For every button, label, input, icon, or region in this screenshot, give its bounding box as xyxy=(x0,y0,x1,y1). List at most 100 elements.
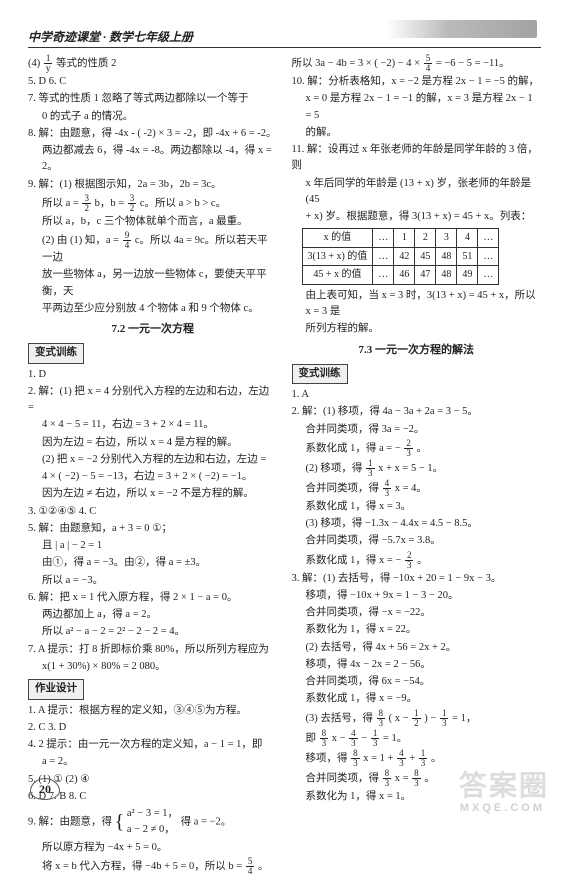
line: 合并同类项，得 −5.7x = 3.8。 xyxy=(292,533,542,549)
line: 的解。 xyxy=(292,125,542,141)
line: 系数化成 1，得 x = −9。 xyxy=(292,691,542,707)
line: 5. (1) ① (2) ④ xyxy=(28,772,278,788)
watermark-main: 答案圈 xyxy=(459,764,549,804)
line: 由①，得 a = −3。由②，得 a = ±3。 xyxy=(28,555,278,571)
line: 合并同类项，得 −x = −22。 xyxy=(292,605,542,621)
table-row: 45 + x 的值 … 46 47 48 49 … xyxy=(302,266,499,285)
line: 所以 a，b，c 三个物体就单个而言，a 最重。 xyxy=(28,214,278,230)
line: 系数化成 1，得 x = − 23 。 xyxy=(292,551,542,570)
line: 且 | a | − 2 = 1 xyxy=(28,538,278,554)
table-cell: 2 xyxy=(415,229,436,248)
line: 7. A 提示：打 8 折即标价乘 80%，所以所列方程应为 xyxy=(28,642,278,658)
line: 2. 解：(1) 把 x = 4 分别代入方程的左边和右边，左边 = xyxy=(28,384,278,417)
table-cell: … xyxy=(373,247,394,266)
line: 移项，得 −10x + 9x = 1 − 3 − 20。 xyxy=(292,588,542,604)
table-cell: 3 xyxy=(436,229,457,248)
columns-wrap: (4) 1y 等式的性质 2 5. D 6. C 7. 等式的性质 1 忽略了等… xyxy=(28,54,541,774)
header-decoration xyxy=(387,20,537,38)
line: 1. A 提示：根据方程的定义知，③④⑤为方程。 xyxy=(28,703,278,719)
line: 所以 a = 32 b，b = 32 c。所以 a > b > c。 xyxy=(28,194,278,213)
line: 6. 解：把 x = 1 代入原方程，得 2 × 1 − a = 0。 xyxy=(28,590,278,606)
line: 所以 a² − a − 2 = 2² − 2 − 2 = 4。 xyxy=(28,624,278,640)
page-number: 20 xyxy=(30,778,60,800)
line: (3) 去括号，得 83 ( x − 12 ) − 13 = 1， xyxy=(292,709,542,728)
line: (4) 1y 等式的性质 2 xyxy=(28,54,278,73)
line: 4 × 4 − 5 = 11，右边 = 3 + 2 × 4 = 11。 xyxy=(28,417,278,433)
line: 两边都加上 a，得 a = 2。 xyxy=(28,607,278,623)
line: a = 2。 xyxy=(28,754,278,770)
table-cell: 1 xyxy=(394,229,415,248)
line: 所以 3a − 4b = 3 × ( −2) − 4 × 54 = −6 − 5… xyxy=(292,54,542,73)
line: 5. 解：由题意知，a + 3 = 0 ①； xyxy=(28,521,278,537)
line: 系数化成 1，得 x = 3。 xyxy=(292,499,542,515)
line: 4 × ( −2) − 5 = −13，右边 = 3 + 2 × ( −2) =… xyxy=(28,469,278,485)
watermark-sub: MXQE.COM xyxy=(460,802,545,814)
line: 2. C 3. D xyxy=(28,720,278,736)
line: x = 0 是方程 2x − 1 = −1 的解，x = 3 是方程 2x − … xyxy=(292,91,542,124)
page: 中学奇迹课堂 · 数学七年级上册 (4) 1y 等式的性质 2 5. D 6. … xyxy=(0,0,563,818)
line: x 年后同学的年龄是 (13 + x) 岁，张老师的年龄是 (45 xyxy=(292,176,542,209)
line: 1. A xyxy=(292,387,542,403)
line: 所以原方程为 −4x + 5 = 0。 xyxy=(28,840,278,856)
line: (2) 由 (1) 知，a = 94 c。所以 4a = 9c。所以若天平一边 xyxy=(28,231,278,266)
box-label-variant: 变式训练 xyxy=(28,343,84,363)
line: 因为左边 ≠ 右边，所以 x = −2 不是方程的解。 xyxy=(28,486,278,502)
table-cell: … xyxy=(478,229,499,248)
line: (2) 去括号，得 4x + 56 = 2x + 2。 xyxy=(292,640,542,656)
table-cell: x 的值 xyxy=(302,229,373,248)
section-title: 7.2 一元一次方程 xyxy=(28,321,278,338)
table-cell: … xyxy=(373,266,394,285)
line: + x) 岁。根据题意，得 3(13 + x) = 45 + x。列表： xyxy=(292,209,542,225)
line: (2) 移项，得 13 x + x = 5 − 1。 xyxy=(292,459,542,478)
line: 2. 解：(1) 移项，得 4a − 3a + 2a = 3 − 5。 xyxy=(292,404,542,420)
table-cell: 3(13 + x) 的值 xyxy=(302,247,373,266)
table-cell: 45 xyxy=(415,247,436,266)
box-label-homework: 作业设计 xyxy=(28,679,84,699)
line: (2) 把 x = −2 分别代入方程的左边和右边，左边 = xyxy=(28,452,278,468)
line: 1. D xyxy=(28,367,278,383)
left-brace-icon: { xyxy=(115,817,125,827)
line: 合并同类项，得 3a = −2。 xyxy=(292,422,542,438)
table-cell: 48 xyxy=(436,247,457,266)
line: 系数化成 1，得 a = − 23 。 xyxy=(292,439,542,458)
fraction: 1y xyxy=(44,54,53,73)
right-column: 所以 3a − 4b = 3 × ( −2) − 4 × 54 = −6 − 5… xyxy=(292,54,542,774)
line: 9. 解：由题意，得 { a² − 3 = 1， a − 2 ≠ 0， 得 a … xyxy=(28,806,278,839)
box-label-variant: 变式训练 xyxy=(292,364,348,384)
line: (3) 移项，得 −1.3x − 4.4x = 4.5 − 8.5。 xyxy=(292,516,542,532)
line: 由上表可知，当 x = 3 时，3(13 + x) = 45 + x，所以 x … xyxy=(292,288,542,321)
line: 6. D 7. B 8. C xyxy=(28,789,278,805)
line: 移项，得 4x − 2x = 2 − 56。 xyxy=(292,657,542,673)
line: 9. 解：(1) 根据图示知，2a = 3b，2b = 3c。 xyxy=(28,177,278,193)
line: x(1 + 30%) × 80% = 2 080。 xyxy=(28,659,278,675)
line: 将 x = b 代入方程，得 −4b + 5 = 0，所以 b = 54 。 xyxy=(28,857,278,876)
section-title: 7.3 一元一次方程的解法 xyxy=(292,342,542,359)
line: 4. 2 提示：由一元一次方程的定义知，a − 1 = 1，即 xyxy=(28,737,278,753)
table-row: 3(13 + x) 的值 … 42 45 48 51 … xyxy=(302,247,499,266)
line: 所以 a = −3。 xyxy=(28,573,278,589)
line: 即 83 x − 43 − 13 = 1。 xyxy=(292,729,542,748)
line: 放一些物体 a，另一边放一些物体 c，要使天平平衡，天 xyxy=(28,267,278,300)
table-row: x 的值 … 1 2 3 4 … xyxy=(302,229,499,248)
line: 因为左边 = 右边，所以 x = 4 是方程的解。 xyxy=(28,435,278,451)
table-cell: … xyxy=(478,266,499,285)
table-cell: 47 xyxy=(415,266,436,285)
table-cell: … xyxy=(478,247,499,266)
line: 合并同类项，得 6x = −54。 xyxy=(292,674,542,690)
line: 3. 解：(1) 去括号，得 −10x + 20 = 1 − 9x − 3。 xyxy=(292,571,542,587)
line: 两边都减去 6，得 -4x = -8。两边都除以 -4，得 x = 2。 xyxy=(28,143,278,176)
table-cell: 49 xyxy=(457,266,478,285)
line: 系数化为 1，得 x = 22。 xyxy=(292,622,542,638)
line: 5. D 6. C xyxy=(28,74,278,90)
value-table: x 的值 … 1 2 3 4 … 3(13 + x) 的值 … 42 45 48… xyxy=(302,228,500,285)
table-cell: 42 xyxy=(394,247,415,266)
line: 所列方程的解。 xyxy=(292,321,542,337)
left-column: (4) 1y 等式的性质 2 5. D 6. C 7. 等式的性质 1 忽略了等… xyxy=(28,54,278,774)
line: 3. ①②④⑤ 4. C xyxy=(28,504,278,520)
table-cell: 4 xyxy=(457,229,478,248)
table-cell: 51 xyxy=(457,247,478,266)
table-cell: 48 xyxy=(436,266,457,285)
line: 合并同类项，得 43 x = 4。 xyxy=(292,479,542,498)
line: 11. 解：设再过 x 年张老师的年龄是同学年龄的 3 倍，则 xyxy=(292,142,542,175)
line: 10. 解：分析表格知，x = −2 是方程 2x − 1 = −5 的解， xyxy=(292,74,542,90)
